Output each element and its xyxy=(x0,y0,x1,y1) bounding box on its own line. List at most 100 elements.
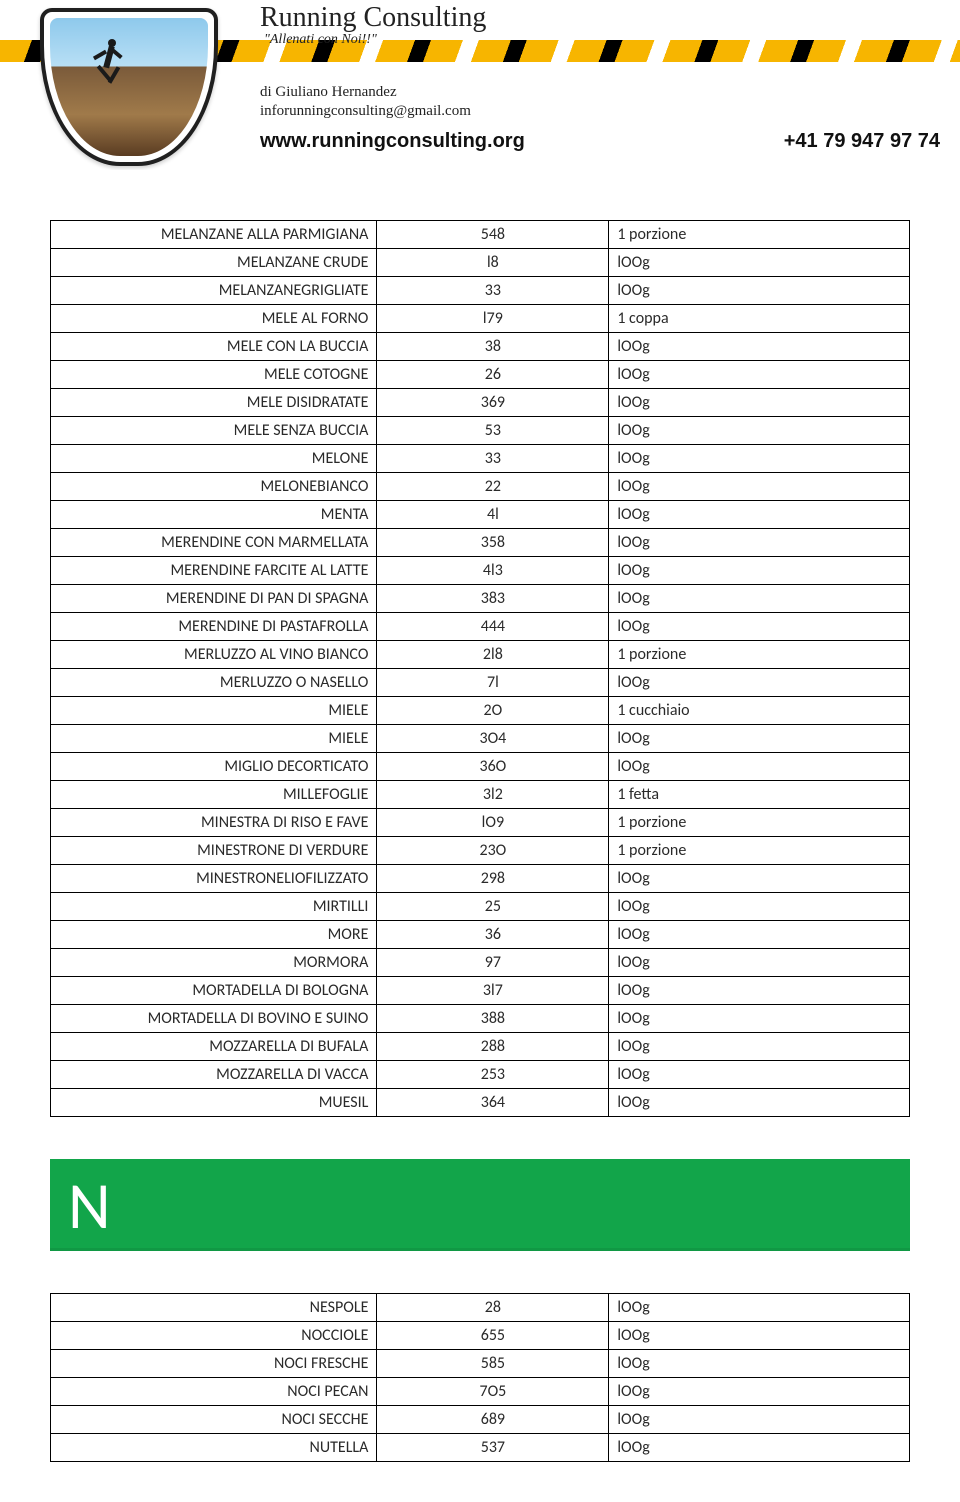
table-row: NUTELLA537lOOg xyxy=(51,1434,910,1462)
food-unit: lOOg xyxy=(609,529,910,557)
food-unit: lOOg xyxy=(609,333,910,361)
food-name: NOCI PECAN xyxy=(51,1378,377,1406)
table-row: MINESTRA DI RISO E FAVElO91 porzione xyxy=(51,809,910,837)
food-value: 548 xyxy=(377,221,609,249)
food-name: MINESTRA DI RISO E FAVE xyxy=(51,809,377,837)
food-unit: 1 fetta xyxy=(609,781,910,809)
food-name: MELE COTOGNE xyxy=(51,361,377,389)
food-name: MORMORA xyxy=(51,949,377,977)
food-unit: 1 porzione xyxy=(609,221,910,249)
shield-icon xyxy=(40,8,218,166)
food-value: 28 xyxy=(377,1294,609,1322)
header-text: Running Consulting "Allenati con Noi!!" … xyxy=(260,0,940,120)
food-name: MELANZANE CRUDE xyxy=(51,249,377,277)
food-unit: lOOg xyxy=(609,725,910,753)
food-unit: lOOg xyxy=(609,1033,910,1061)
table-row: MINESTRONE DI VERDURE23O1 porzione xyxy=(51,837,910,865)
food-value: 364 xyxy=(377,1089,609,1117)
food-value: 253 xyxy=(377,1061,609,1089)
food-value: 36 xyxy=(377,921,609,949)
food-name: MERLUZZO O NASELLO xyxy=(51,669,377,697)
table-row: MELONE33lOOg xyxy=(51,445,910,473)
food-value: 97 xyxy=(377,949,609,977)
food-value: 26 xyxy=(377,361,609,389)
food-name: MORTADELLA DI BOVINO E SUINO xyxy=(51,1005,377,1033)
food-name: NUTELLA xyxy=(51,1434,377,1462)
food-value: 388 xyxy=(377,1005,609,1033)
food-name: NOCCIOLE xyxy=(51,1322,377,1350)
food-unit: lOOg xyxy=(609,277,910,305)
food-unit: lOOg xyxy=(609,557,910,585)
food-name: MORTADELLA DI BOLOGNA xyxy=(51,977,377,1005)
food-unit: 1 porzione xyxy=(609,641,910,669)
brand-name: Running Consulting xyxy=(260,2,940,34)
food-name: MERENDINE DI PASTAFROLLA xyxy=(51,613,377,641)
food-name: MERENDINE DI PAN DI SPAGNA xyxy=(51,585,377,613)
food-name: MORE xyxy=(51,921,377,949)
food-value: 3l7 xyxy=(377,977,609,1005)
table-row: NOCI FRESCHE585lOOg xyxy=(51,1350,910,1378)
food-value: 444 xyxy=(377,613,609,641)
table-row: MORTADELLA DI BOLOGNA3l7lOOg xyxy=(51,977,910,1005)
header-footer-line: www.runningconsulting.org +41 79 947 97 … xyxy=(260,130,940,153)
food-value: lO9 xyxy=(377,809,609,837)
food-unit: lOOg xyxy=(609,249,910,277)
food-unit: lOOg xyxy=(609,1322,910,1350)
table-row: MERENDINE CON MARMELLATA358lOOg xyxy=(51,529,910,557)
food-value: 25 xyxy=(377,893,609,921)
content: MELANZANE ALLA PARMIGIANA5481 porzioneME… xyxy=(0,170,960,1462)
food-value: 369 xyxy=(377,389,609,417)
table-row: MERENDINE DI PAN DI SPAGNA383lOOg xyxy=(51,585,910,613)
food-value: 3O4 xyxy=(377,725,609,753)
logo xyxy=(40,8,230,168)
table-row: MOZZARELLA DI BUFALA288lOOg xyxy=(51,1033,910,1061)
food-unit: lOOg xyxy=(609,669,910,697)
food-value: 53 xyxy=(377,417,609,445)
food-value: 383 xyxy=(377,585,609,613)
table-row: MELE COTOGNE26lOOg xyxy=(51,361,910,389)
food-name: MILLEFOGLIE xyxy=(51,781,377,809)
food-unit: lOOg xyxy=(609,389,910,417)
table-row: MORTADELLA DI BOVINO E SUINO388lOOg xyxy=(51,1005,910,1033)
table-row: MELANZANE CRUDEl8lOOg xyxy=(51,249,910,277)
header: Running Consulting "Allenati con Noi!!" … xyxy=(0,0,960,170)
food-name: MENTA xyxy=(51,501,377,529)
food-unit: lOOg xyxy=(609,417,910,445)
food-value: 38 xyxy=(377,333,609,361)
food-value: 23O xyxy=(377,837,609,865)
table-row: MELE SENZA BUCCIA53lOOg xyxy=(51,417,910,445)
table-row: MERLUZZO AL VINO BIANCO2l81 porzione xyxy=(51,641,910,669)
food-unit: lOOg xyxy=(609,1350,910,1378)
food-value: 537 xyxy=(377,1434,609,1462)
table-row: MIGLIO DECORTICATO36OlOOg xyxy=(51,753,910,781)
table-row: MUESIL364lOOg xyxy=(51,1089,910,1117)
table-row: NOCI SECCHE689lOOg xyxy=(51,1406,910,1434)
table-row: MELE DISIDRATATE369lOOg xyxy=(51,389,910,417)
food-value: 33 xyxy=(377,445,609,473)
food-name: MIRTILLI xyxy=(51,893,377,921)
food-value: 4l3 xyxy=(377,557,609,585)
table-row: MELONEBIANCO22lOOg xyxy=(51,473,910,501)
page: Running Consulting "Allenati con Noi!!" … xyxy=(0,0,960,1502)
food-unit: lOOg xyxy=(609,361,910,389)
food-name: MELE CON LA BUCCIA xyxy=(51,333,377,361)
table-row: MINESTRONELIOFILIZZATO298lOOg xyxy=(51,865,910,893)
food-value: l8 xyxy=(377,249,609,277)
food-unit: lOOg xyxy=(609,865,910,893)
food-name: MELE AL FORNO xyxy=(51,305,377,333)
food-name: NOCI SECCHE xyxy=(51,1406,377,1434)
table-row: MORMORA97lOOg xyxy=(51,949,910,977)
food-name: MIGLIO DECORTICATO xyxy=(51,753,377,781)
food-unit: lOOg xyxy=(609,1378,910,1406)
food-unit: lOOg xyxy=(609,473,910,501)
table-row: MELE AL FORNOl791 coppa xyxy=(51,305,910,333)
table-row: NOCCIOLE655lOOg xyxy=(51,1322,910,1350)
website: www.runningconsulting.org xyxy=(260,130,525,153)
food-name: MELONEBIANCO xyxy=(51,473,377,501)
food-name: MIELE xyxy=(51,725,377,753)
food-unit: lOOg xyxy=(609,753,910,781)
table-row: MIRTILLI25lOOg xyxy=(51,893,910,921)
food-value: 22 xyxy=(377,473,609,501)
food-name: MELONE xyxy=(51,445,377,473)
email-line: inforunningconsulting@gmail.com xyxy=(260,103,940,120)
